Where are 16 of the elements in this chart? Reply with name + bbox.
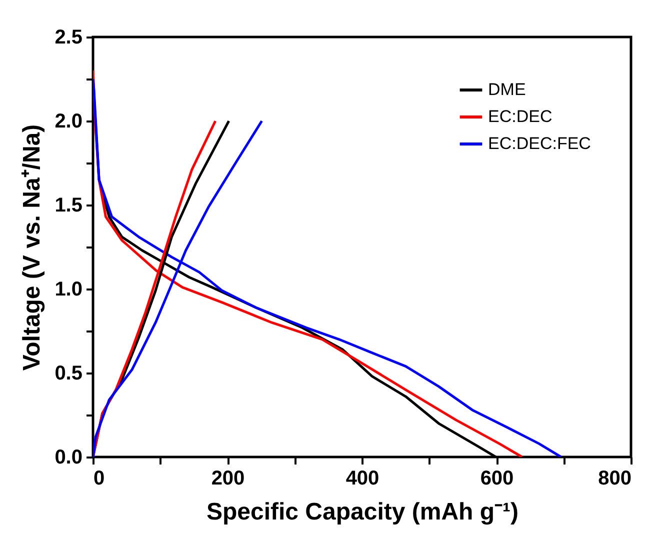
y-tick-label: 1.5	[54, 194, 82, 216]
x-tick-label: 400	[346, 468, 380, 490]
legend-label: EC:DEC:FEC	[488, 134, 591, 153]
legend-label: DME	[488, 80, 526, 99]
x-axis-title: Specific Capacity (mAh g⁻¹)	[206, 498, 519, 526]
y-tick-label: 2.5	[54, 26, 82, 48]
legend-label: EC:DEC	[488, 107, 552, 126]
y-axis-title: Voltage (V vs. Na⁺/Na)	[18, 124, 46, 371]
x-tick-label: 200	[211, 468, 245, 490]
y-tick-label: 1.0	[54, 278, 82, 300]
y-tick-label: 0.5	[54, 362, 82, 384]
y-tick-label: 0.0	[54, 446, 82, 468]
x-tick-label: 0	[94, 468, 105, 490]
y-tick-label: 2.0	[54, 110, 82, 132]
x-tick-label: 600	[480, 468, 514, 490]
x-tick-label: 800	[598, 468, 632, 490]
